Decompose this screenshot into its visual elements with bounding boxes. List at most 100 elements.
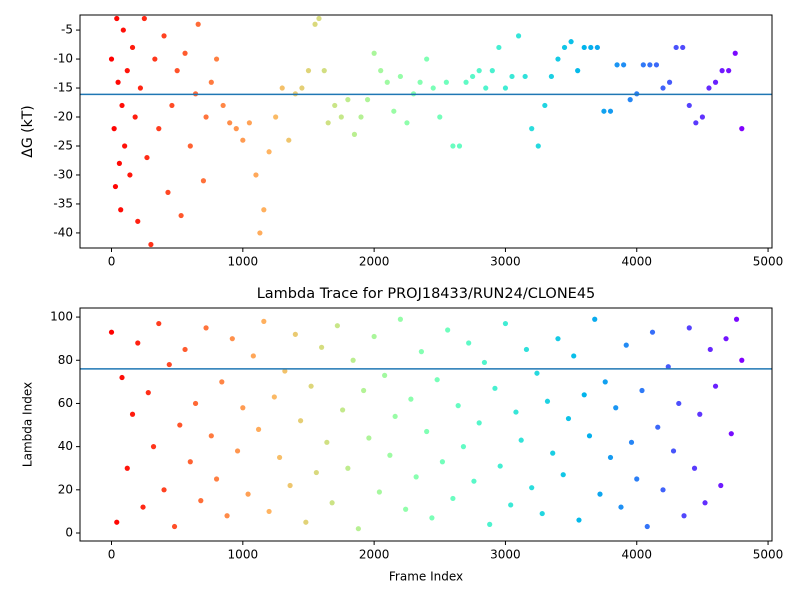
- point: [639, 387, 645, 394]
- point: [286, 137, 292, 143]
- x-tick-label: 2000: [359, 548, 390, 562]
- point: [581, 392, 587, 398]
- point: [560, 472, 566, 478]
- point: [220, 102, 226, 109]
- point: [522, 73, 528, 80]
- point: [529, 126, 535, 132]
- point: [144, 154, 150, 161]
- point: [118, 207, 124, 213]
- point: [424, 428, 430, 435]
- y-tick-label: 40: [58, 439, 73, 453]
- point: [195, 21, 201, 27]
- point: [719, 68, 725, 74]
- point: [680, 44, 686, 51]
- y-tick-label: -30: [53, 167, 73, 181]
- point: [649, 329, 656, 335]
- point: [148, 241, 154, 248]
- point: [177, 422, 183, 428]
- point: [509, 73, 515, 80]
- y-tick-label: -35: [53, 196, 73, 210]
- point: [305, 68, 312, 74]
- point: [135, 340, 141, 346]
- point: [681, 513, 687, 519]
- point: [124, 465, 130, 471]
- point: [470, 73, 476, 80]
- point: [384, 79, 390, 85]
- point: [345, 465, 351, 471]
- point: [413, 474, 419, 480]
- point: [132, 114, 138, 120]
- point: [456, 143, 463, 149]
- point: [127, 172, 133, 178]
- point: [156, 320, 162, 327]
- point: [535, 143, 541, 149]
- point: [592, 316, 598, 322]
- point: [471, 478, 477, 484]
- point: [607, 454, 614, 461]
- point: [502, 85, 509, 91]
- point: [279, 85, 285, 91]
- point: [329, 500, 335, 506]
- point: [124, 68, 130, 74]
- point: [588, 44, 594, 51]
- point: [673, 44, 679, 51]
- point: [497, 463, 503, 469]
- point: [548, 73, 555, 80]
- y-tick-label: -5: [61, 23, 73, 37]
- point: [702, 500, 708, 506]
- point: [203, 114, 209, 120]
- point: [355, 526, 361, 532]
- point: [371, 333, 377, 340]
- y-tick-label: 60: [58, 396, 73, 410]
- point: [397, 73, 403, 80]
- point: [140, 504, 146, 510]
- point: [246, 120, 252, 126]
- point: [523, 346, 530, 353]
- point: [297, 418, 304, 424]
- point: [542, 102, 548, 109]
- point: [166, 361, 172, 368]
- point: [203, 325, 209, 331]
- point: [508, 502, 514, 508]
- point: [165, 189, 171, 195]
- point: [706, 85, 712, 91]
- point: [112, 183, 119, 190]
- point: [739, 126, 745, 132]
- point: [276, 454, 283, 461]
- point: [565, 415, 572, 422]
- point: [476, 420, 482, 426]
- point: [634, 476, 640, 482]
- point: [496, 44, 502, 51]
- point: [266, 508, 272, 515]
- point: [529, 485, 535, 491]
- point: [544, 398, 551, 404]
- point: [597, 491, 603, 497]
- point: [693, 120, 699, 126]
- point: [182, 346, 188, 353]
- point: [187, 143, 193, 149]
- point: [576, 517, 582, 523]
- x-tick-label: 1000: [228, 548, 259, 562]
- point: [366, 435, 372, 441]
- point: [723, 336, 729, 342]
- point: [712, 383, 719, 389]
- point: [660, 487, 666, 493]
- point: [351, 131, 358, 137]
- point: [119, 102, 125, 109]
- point: [261, 318, 267, 324]
- point: [489, 68, 495, 74]
- point: [213, 56, 220, 62]
- point: [227, 120, 233, 126]
- point: [699, 114, 706, 120]
- point: [726, 68, 732, 74]
- point: [732, 50, 738, 56]
- point: [120, 27, 126, 33]
- point: [321, 68, 327, 74]
- point: [213, 476, 220, 482]
- y-tick-label: -20: [53, 110, 73, 124]
- axes-frame: [79, 14, 773, 249]
- point: [145, 390, 151, 396]
- point: [518, 437, 524, 443]
- x-tick-label: 2000: [359, 255, 390, 269]
- x-tick-label: 4000: [621, 255, 652, 269]
